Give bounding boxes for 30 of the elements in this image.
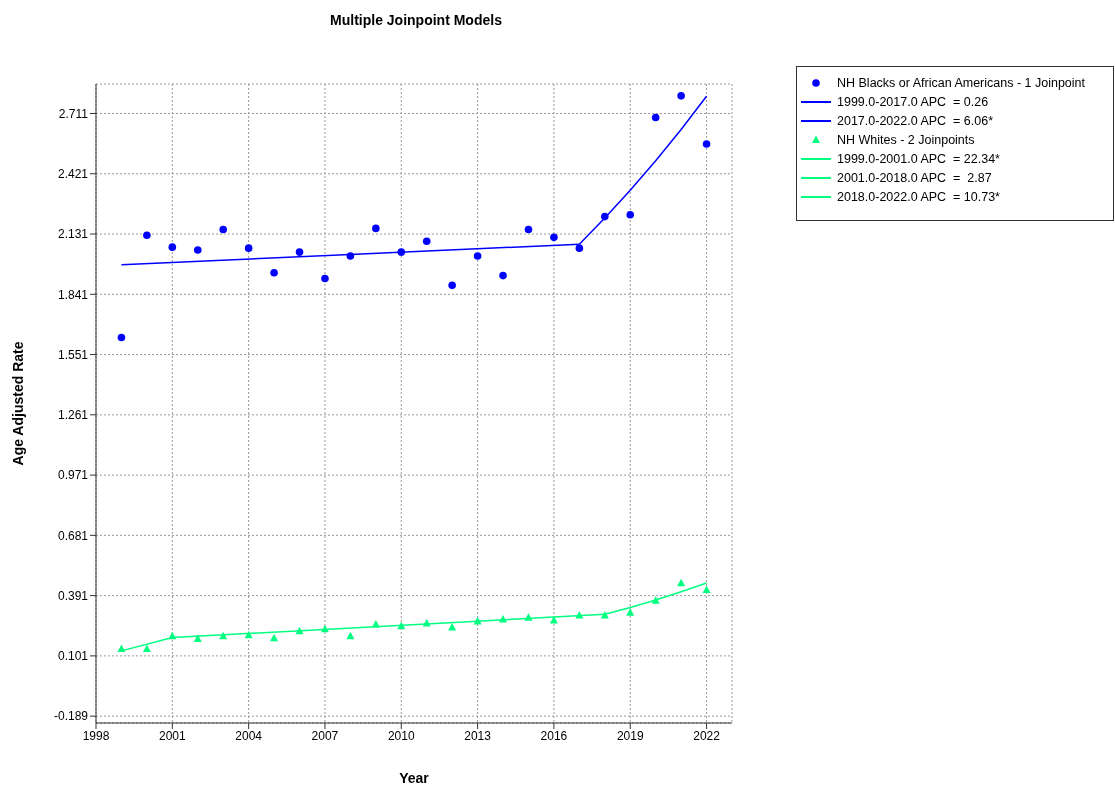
x-tick-label: 2022	[693, 728, 721, 743]
legend-label: 2017.0-2022.0 APC = 6.06*	[837, 113, 994, 128]
legend-label: 2018.0-2022.0 APC = 10.73*	[837, 189, 1000, 204]
x-tick-label: 2019	[616, 728, 644, 743]
y-tick-label: 0.971	[57, 468, 89, 483]
x-tick-label: 1998	[82, 728, 110, 743]
y-tick-label: 2.711	[58, 106, 89, 121]
x-tick-label: 2007	[311, 728, 339, 743]
legend-label: NH Blacks or African Americans - 1 Joinpoint	[837, 75, 1086, 90]
x-tick-label: 2016	[540, 728, 568, 743]
y-tick-label: 2.131	[57, 227, 89, 242]
legend-label: 1999.0-2017.0 APC = 0.26	[837, 94, 989, 109]
chart-title: Multiple Joinpoint Models	[329, 12, 503, 28]
y-tick-label: 2.421	[57, 167, 89, 182]
y-axis-title: Age Adjusted Rate	[9, 341, 26, 466]
x-tick-label: 2013	[464, 728, 492, 743]
legend-label: 1999.0-2001.0 APC = 22.34*	[837, 151, 1000, 166]
y-tick-label: -0.189	[53, 709, 89, 724]
y-tick-label: 1.261	[57, 408, 89, 423]
x-tick-label: 2010	[387, 728, 415, 743]
x-tick-label: 2004	[235, 728, 263, 743]
y-tick-label: 1.551	[57, 347, 89, 362]
legend-label: NH Whites - 2 Joinpoints	[837, 132, 975, 147]
x-tick-label: 2001	[158, 728, 186, 743]
y-tick-label: 0.101	[57, 649, 89, 664]
y-tick-label: 0.391	[57, 588, 89, 603]
y-tick-label: 0.681	[57, 528, 89, 543]
x-axis-title: Year	[399, 770, 430, 786]
y-tick-label: 1.841	[57, 287, 89, 302]
legend-label: 2001.0-2018.0 APC = 2.87	[837, 170, 992, 185]
